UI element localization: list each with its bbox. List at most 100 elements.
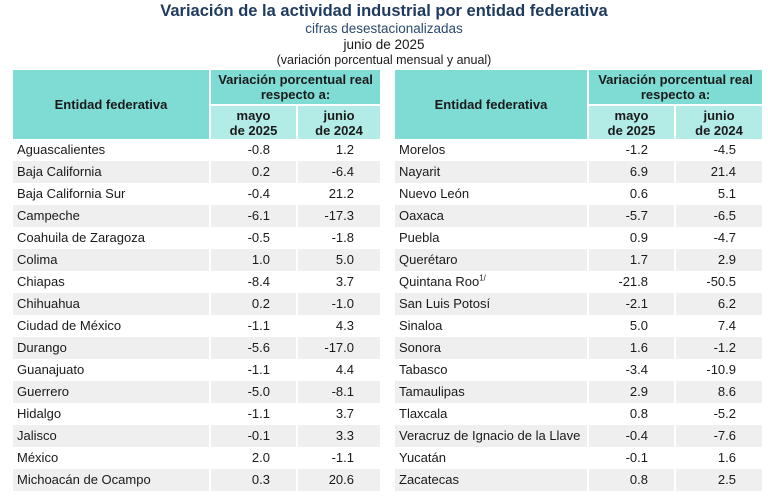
table-row: Campeche -6.1 -17.3 <box>13 205 380 227</box>
value-junio-2024: 4.4 <box>296 359 380 381</box>
entity-name: Sonora <box>399 340 441 355</box>
table-row: Chihuahua 0.2 -1.0 <box>13 293 380 315</box>
value-mayo-2025: 0.8 <box>587 403 674 425</box>
entity-name: Tamaulipas <box>399 384 465 399</box>
header-line: de 2024 <box>695 122 743 138</box>
table-right: Entidad federativa Variación porcentual … <box>395 70 762 491</box>
entity-name: San Luis Potosí <box>399 296 491 311</box>
table-row: Veracruz de Ignacio de la Llave -0.4 -7.6 <box>395 425 762 447</box>
header-variation: Variación porcentual real respecto a: <box>587 70 762 104</box>
value-mayo-2025: -0.4 <box>209 183 296 205</box>
entity-name: Baja California Sur <box>17 186 126 201</box>
entity-cell: Querétaro <box>395 249 587 271</box>
page-title: Variación de la actividad industrial por… <box>160 2 608 20</box>
entity-cell: Michoacán de Ocampo <box>13 469 209 491</box>
entity-cell: Sonora <box>395 337 587 359</box>
entity-cell: Coahuila de Zaragoza <box>13 227 209 249</box>
header-entity: Entidad federativa <box>13 70 209 139</box>
table-row: Aguascalientes -0.8 1.2 <box>13 139 380 161</box>
entity-name: Quintana Roo <box>399 274 480 289</box>
table-row: Durango -5.6 -17.0 <box>13 337 380 359</box>
value-junio-2024: 6.2 <box>674 293 762 315</box>
table-row: Michoacán de Ocampo 0.3 20.6 <box>13 469 380 491</box>
value-mayo-2025: -0.8 <box>209 139 296 161</box>
entity-name: Durango <box>17 340 67 355</box>
table-row: Zacatecas 0.8 2.5 <box>395 469 762 491</box>
value-junio-2024: 1.2 <box>296 139 380 161</box>
entity-cell: Guerrero <box>13 381 209 403</box>
value-mayo-2025: 1.7 <box>587 249 674 271</box>
header-line: de 2025 <box>229 122 278 138</box>
value-mayo-2025: -0.4 <box>587 425 674 447</box>
entity-cell: Ciudad de México <box>13 315 209 337</box>
entity-cell: Sinaloa <box>395 315 587 337</box>
table-row: Ciudad de México -1.1 4.3 <box>13 315 380 337</box>
table-row: Puebla 0.9 -4.7 <box>395 227 762 249</box>
entity-cell: Baja California <box>13 161 209 183</box>
subtitle: cifras desestacionalizadas <box>305 21 463 36</box>
entity-cell: Hidalgo <box>13 403 209 425</box>
value-mayo-2025: 2.0 <box>209 447 296 469</box>
value-junio-2024: 2.9 <box>674 249 762 271</box>
table-row: Oaxaca -5.7 -6.5 <box>395 205 762 227</box>
value-mayo-2025: -21.8 <box>587 271 674 293</box>
table-row: Hidalgo -1.1 3.7 <box>13 403 380 425</box>
entity-cell: San Luis Potosí <box>395 293 587 315</box>
table-row: Tamaulipas 2.9 8.6 <box>395 381 762 403</box>
entity-cell: Tamaulipas <box>395 381 587 403</box>
footnote-marker: 1/ <box>479 273 486 283</box>
entity-cell: Nayarit <box>395 161 587 183</box>
entity-name: Guerrero <box>17 384 70 399</box>
entity-name: Colima <box>17 252 58 267</box>
table-row: Querétaro 1.7 2.9 <box>395 249 762 271</box>
value-junio-2024: 21.2 <box>296 183 380 205</box>
entity-cell: Campeche <box>13 205 209 227</box>
value-mayo-2025: 0.9 <box>587 227 674 249</box>
value-mayo-2025: -0.5 <box>209 227 296 249</box>
value-mayo-2025: -1.1 <box>209 315 296 337</box>
value-junio-2024: -7.6 <box>674 425 762 447</box>
value-mayo-2025: 6.9 <box>587 161 674 183</box>
table-row: Tlaxcala 0.8 -5.2 <box>395 403 762 425</box>
value-junio-2024: -1.0 <box>296 293 380 315</box>
entity-cell: Chiapas <box>13 271 209 293</box>
entity-name: Nayarit <box>399 164 441 179</box>
entity-name: Campeche <box>17 208 80 223</box>
table-row: Baja California 0.2 -6.4 <box>13 161 380 183</box>
entity-cell: Quintana Roo1/ <box>395 271 587 293</box>
value-junio-2024: 3.7 <box>296 403 380 425</box>
entity-name: Hidalgo <box>17 406 62 421</box>
value-junio-2024: -4.5 <box>674 139 762 161</box>
table-row: México 2.0 -1.1 <box>13 447 380 469</box>
header-junio-2024: junio de 2024 <box>296 104 380 139</box>
entity-name: Nuevo León <box>399 186 470 201</box>
table-row: San Luis Potosí -2.1 6.2 <box>395 293 762 315</box>
value-mayo-2025: 2.9 <box>587 381 674 403</box>
table-row: Colima 1.0 5.0 <box>13 249 380 271</box>
value-mayo-2025: -0.1 <box>587 447 674 469</box>
value-junio-2024: 2.5 <box>674 469 762 491</box>
value-mayo-2025: -1.2 <box>587 139 674 161</box>
value-junio-2024: 5.0 <box>296 249 380 271</box>
header-mayo-2025: mayo de 2025 <box>587 104 674 139</box>
entity-name: Morelos <box>399 142 446 157</box>
entity-name: Chihuahua <box>17 296 80 311</box>
value-junio-2024: -10.9 <box>674 359 762 381</box>
value-junio-2024: -17.3 <box>296 205 380 227</box>
entity-cell: Zacatecas <box>395 469 587 491</box>
table-left: Entidad federativa Variación porcentual … <box>13 70 380 491</box>
value-junio-2024: 21.4 <box>674 161 762 183</box>
value-junio-2024: 8.6 <box>674 381 762 403</box>
value-mayo-2025: -3.4 <box>587 359 674 381</box>
entity-name: Aguascalientes <box>17 142 106 157</box>
entity-name: Tabasco <box>399 362 448 377</box>
table-row: Coahuila de Zaragoza -0.5 -1.8 <box>13 227 380 249</box>
table-row: Sonora 1.6 -1.2 <box>395 337 762 359</box>
value-junio-2024: -1.2 <box>674 337 762 359</box>
entity-cell: Veracruz de Ignacio de la Llave <box>395 425 587 447</box>
entity-name: Baja California <box>17 164 102 179</box>
entity-name: Guanajuato <box>17 362 85 377</box>
entity-cell: Tabasco <box>395 359 587 381</box>
entity-name: Yucatán <box>399 450 446 465</box>
table-row: Nuevo León 0.6 5.1 <box>395 183 762 205</box>
